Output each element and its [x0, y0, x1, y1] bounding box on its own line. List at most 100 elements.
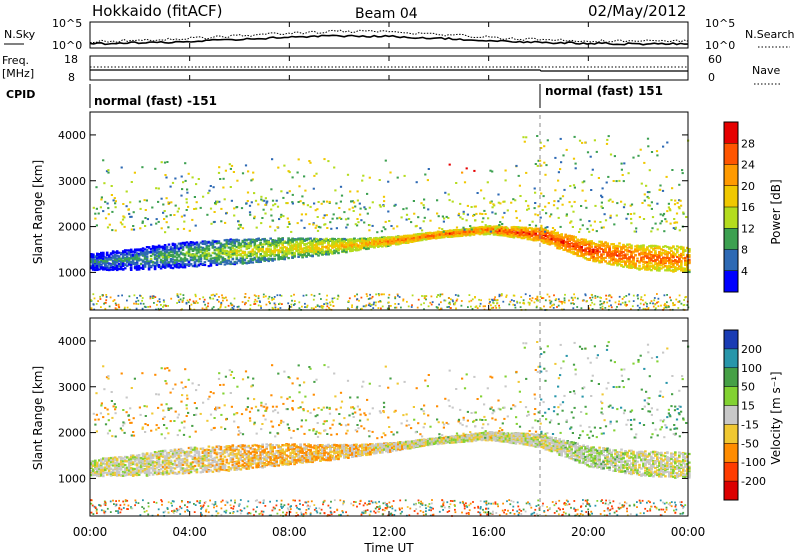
range-cell	[145, 260, 149, 263]
range-cell	[237, 227, 240, 230]
range-cell	[668, 246, 671, 249]
range-cell	[478, 232, 482, 235]
range-cell	[462, 232, 466, 235]
range-cell	[312, 223, 315, 226]
range-cell	[319, 252, 322, 255]
range-cell	[363, 246, 366, 250]
range-cell	[558, 247, 561, 250]
range-cell	[147, 268, 151, 271]
range-cell	[349, 238, 352, 241]
range-cell	[674, 261, 677, 264]
range-cell	[308, 160, 311, 162]
range-cell	[262, 208, 265, 211]
range-cell	[505, 226, 508, 229]
range-cell	[641, 202, 644, 204]
range-cell	[127, 263, 131, 266]
range-cell	[650, 265, 653, 268]
range-cell	[165, 259, 169, 262]
range-cell	[215, 263, 219, 266]
range-cell	[357, 249, 360, 252]
range-cell	[656, 256, 659, 259]
range-cell	[531, 220, 534, 223]
range-cell	[588, 250, 591, 253]
range-cell	[670, 253, 673, 256]
range-cell	[281, 237, 284, 240]
range-cell	[301, 251, 304, 254]
range-cell	[120, 166, 123, 169]
range-cell	[127, 251, 131, 254]
range-cell	[524, 236, 528, 239]
range-cell	[594, 260, 597, 263]
range-cell	[638, 216, 641, 219]
range-cell	[249, 260, 253, 263]
range-cell	[167, 201, 170, 204]
range-cell	[403, 174, 406, 177]
range-cell	[562, 240, 565, 243]
range-cell	[688, 270, 691, 274]
range-cell	[349, 250, 352, 253]
range-cell	[662, 245, 665, 248]
range-cell	[165, 249, 169, 252]
range-cell	[504, 231, 508, 234]
range-cell	[289, 240, 292, 243]
range-cell	[616, 254, 619, 257]
range-cell	[217, 252, 221, 255]
range-cell	[207, 259, 211, 262]
range-cell	[107, 258, 111, 261]
range-cell	[403, 240, 406, 243]
range-cell	[481, 213, 484, 215]
range-cell	[94, 212, 97, 215]
range-cell	[576, 251, 579, 254]
range-cell	[682, 267, 685, 270]
range-cell	[97, 212, 100, 215]
range-cell	[117, 255, 121, 258]
range-cell	[271, 243, 274, 246]
range-cell	[550, 240, 554, 243]
range-cell	[187, 263, 191, 266]
range-cell	[113, 264, 117, 268]
range-cell	[546, 235, 550, 238]
range-cell	[289, 241, 292, 244]
range-cell	[283, 240, 286, 243]
range-cell	[229, 167, 232, 170]
range-cell	[269, 253, 272, 256]
range-cell	[239, 249, 243, 252]
range-cell	[167, 261, 171, 264]
range-cell	[560, 240, 563, 243]
range-cell	[282, 196, 285, 199]
range-cell	[554, 242, 557, 245]
range-cell	[133, 251, 137, 254]
range-cell	[287, 248, 290, 251]
range-cell	[461, 217, 464, 220]
range-cell	[96, 268, 99, 271]
range-cell	[135, 254, 139, 257]
range-cell	[305, 237, 308, 241]
range-cell	[199, 262, 203, 266]
range-cell	[203, 242, 207, 245]
range-cell	[153, 257, 157, 260]
range-cell	[674, 248, 677, 251]
freq-panel: Freq. [MHz] 18 8 60 0 Nave	[2, 53, 782, 85]
range-cell	[319, 226, 322, 229]
range-cell	[385, 245, 388, 248]
range-cell	[404, 241, 408, 244]
range-cell	[165, 255, 169, 258]
range-cell	[181, 188, 184, 191]
range-cell	[133, 249, 137, 252]
range-cell	[492, 231, 496, 234]
range-cell	[241, 251, 245, 254]
range-cell	[526, 231, 530, 235]
range-cell	[512, 234, 516, 237]
range-cell	[339, 242, 342, 245]
range-cell	[317, 246, 320, 249]
range-cell	[173, 252, 177, 255]
range-cell	[383, 238, 386, 242]
range-cell	[563, 188, 566, 191]
range-cell	[263, 250, 266, 253]
range-cell	[173, 248, 177, 251]
range-cell	[630, 263, 633, 266]
range-cell	[486, 231, 490, 234]
range-cell	[115, 265, 119, 268]
range-cell	[173, 255, 177, 258]
range-cell	[327, 248, 330, 252]
